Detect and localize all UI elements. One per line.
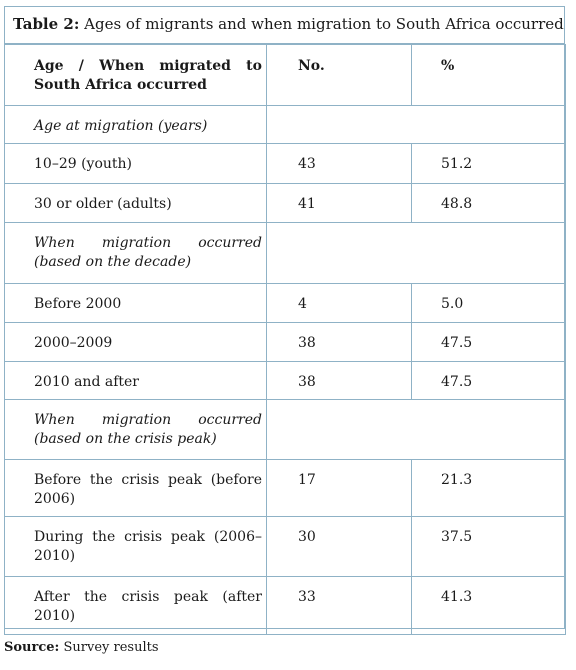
section-row: When migration occurred (based on the cr… xyxy=(4,399,566,460)
row-label: Before 2000 xyxy=(34,296,122,312)
table-row: Before the crisis peak (before 2006) 17 … xyxy=(4,459,566,517)
table-row: 2000–2009 38 47.5 xyxy=(4,322,566,362)
row-label: 2000–2009 xyxy=(34,335,113,351)
section-label: When migration occurred (based on the de… xyxy=(34,235,262,270)
table-title: Table 2: Ages of migrants and when migra… xyxy=(4,6,565,44)
row-no: 41 xyxy=(298,196,316,212)
header-col-age: Age / When migrated to South Africa occu… xyxy=(34,58,262,93)
row-label: After the crisis peak (after 2010) xyxy=(34,589,262,624)
row-pct: 41.3 xyxy=(441,589,473,605)
row-no: 38 xyxy=(298,374,316,390)
row-pct: 48.8 xyxy=(441,196,473,212)
row-pct: 51.2 xyxy=(441,156,473,172)
row-no: 43 xyxy=(298,156,316,172)
row-no: 38 xyxy=(298,335,316,351)
row-label: Before the crisis peak (before 2006) xyxy=(34,472,262,507)
header-col-no: No. xyxy=(298,58,325,74)
row-pct: 37.5 xyxy=(441,529,473,545)
table-title-text: Ages of migrants and when migration to S… xyxy=(84,15,564,33)
row-no: 33 xyxy=(298,589,316,605)
header-col-pct: % xyxy=(441,58,455,74)
table-row: 2010 and after 38 47.5 xyxy=(4,361,566,400)
header-row: Age / When migrated to South Africa occu… xyxy=(4,44,566,106)
row-label: 2010 and after xyxy=(34,374,139,390)
table-source: Source: Survey results xyxy=(4,640,159,655)
row-label: 30 or older (adults) xyxy=(34,196,172,212)
table-row: During the crisis peak (2006–2010) 30 37… xyxy=(4,516,566,577)
table-title-label: Table 2: xyxy=(13,15,80,33)
row-label: During the crisis peak (2006–2010) xyxy=(34,529,262,564)
table-row: After the crisis peak (after 2010) 33 41… xyxy=(4,576,566,635)
section-row: Age at migration (years) xyxy=(4,105,566,144)
source-label: Source: xyxy=(4,640,60,655)
section-label: When migration occurred (based on the cr… xyxy=(34,412,262,447)
section-label: Age at migration (years) xyxy=(34,118,208,134)
section-row: When migration occurred (based on the de… xyxy=(4,222,566,284)
row-label: 10–29 (youth) xyxy=(34,156,132,172)
migrants-table: Age / When migrated to South Africa occu… xyxy=(4,44,566,635)
row-pct: 5.0 xyxy=(441,296,464,312)
source-text: Survey results xyxy=(63,640,159,655)
row-pct: 21.3 xyxy=(441,472,473,488)
table-row: 30 or older (adults) 41 48.8 xyxy=(4,183,566,223)
row-no: 30 xyxy=(298,529,316,545)
row-pct: 47.5 xyxy=(441,374,473,390)
table-row: Before 2000 4 5.0 xyxy=(4,283,566,323)
row-no: 17 xyxy=(298,472,316,488)
row-pct: 47.5 xyxy=(441,335,473,351)
row-no: 4 xyxy=(298,296,307,312)
table-row: 10–29 (youth) 43 51.2 xyxy=(4,143,566,184)
